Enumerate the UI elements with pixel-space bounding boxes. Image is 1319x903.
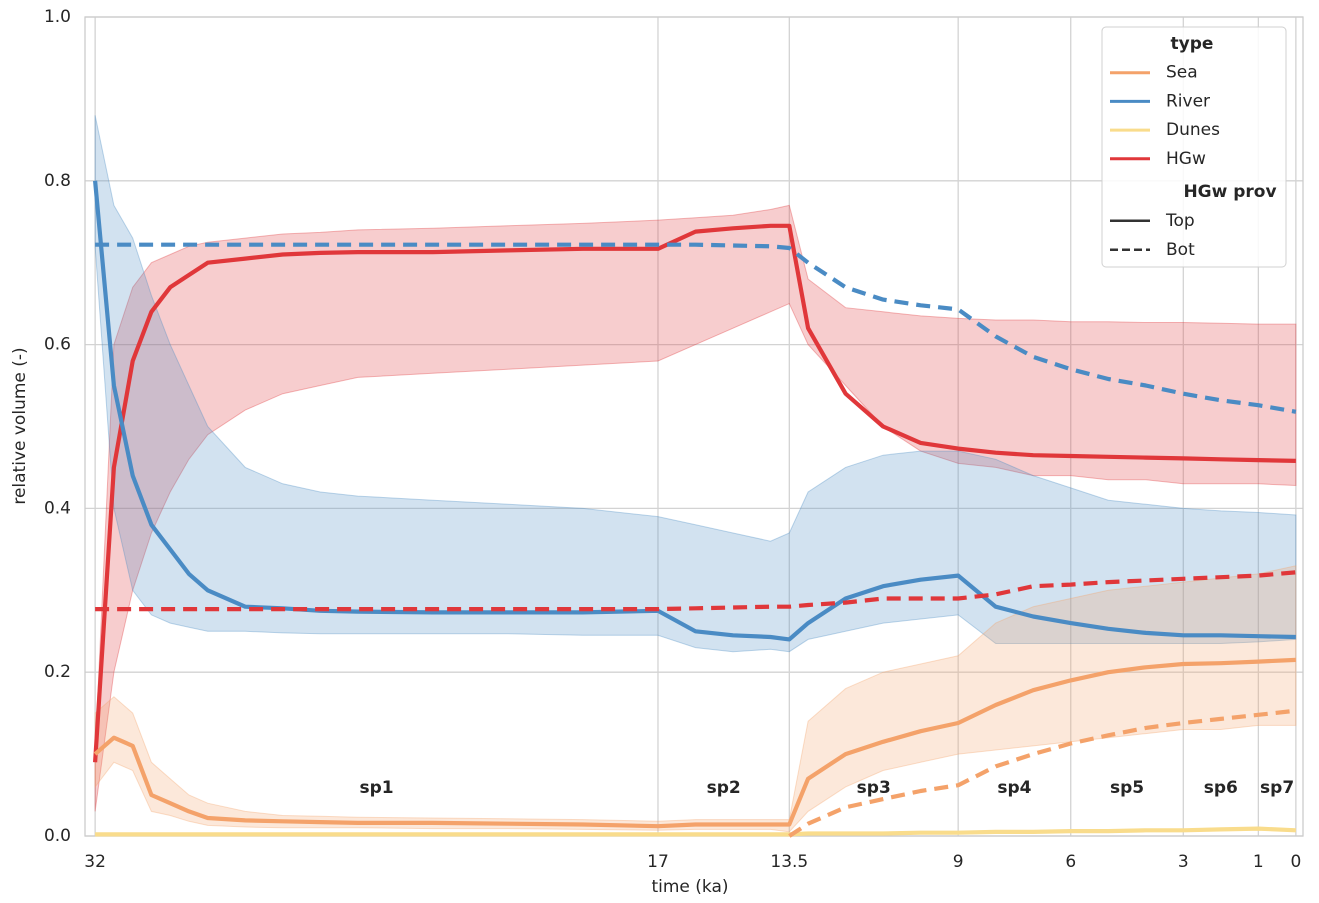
series-line [95, 826, 1296, 837]
x-tick-label: 0 [1290, 852, 1301, 872]
legend-label: Sea [1166, 63, 1198, 83]
y-tick-label: 0.2 [44, 662, 71, 682]
period-label: sp7 [1260, 778, 1294, 798]
series-line [93, 180, 1296, 642]
x-tick-label: 9 [953, 852, 964, 872]
legend: type Sea River Dunes HGw HGw prov Top Bot [1101, 26, 1287, 268]
x-tick-label: 6 [1065, 852, 1076, 872]
period-label: sp3 [857, 778, 891, 798]
y-tick-label: 1.0 [44, 7, 71, 27]
legend-label: Bot [1166, 240, 1195, 260]
x-tick-label: 3 [1178, 852, 1189, 872]
legend-label: Top [1165, 211, 1195, 231]
period-label: sp5 [1110, 778, 1144, 798]
period-label: sp4 [997, 778, 1031, 798]
x-tick-label: 17 [647, 852, 669, 872]
legend-title: HGw prov [1183, 182, 1276, 202]
y-tick-label: 0.4 [44, 498, 71, 518]
period-label: sp1 [359, 778, 393, 798]
confidence-band [94, 204, 1297, 812]
legend-label: River [1166, 91, 1210, 111]
x-tick-label: 32 [84, 852, 106, 872]
x-tick-label: 13.5 [770, 852, 808, 872]
period-label: sp2 [707, 778, 741, 798]
y-tick-label: 0.0 [44, 826, 71, 846]
legend-label: Dunes [1166, 120, 1220, 140]
legend-title: type [1171, 34, 1214, 54]
y-tick-label: 0.8 [44, 171, 71, 191]
series-line [95, 570, 1297, 612]
legend-label: HGw [1166, 149, 1206, 169]
series-line [95, 242, 1297, 414]
series-line [93, 223, 1296, 763]
y-tick-label: 0.6 [44, 335, 71, 355]
legend-box [1101, 26, 1287, 268]
period-label: sp6 [1204, 778, 1238, 798]
confidence-band [94, 115, 1297, 653]
series-line [788, 708, 1297, 838]
confidence-band [94, 565, 1297, 833]
series-line [93, 657, 1296, 829]
x-tick-label: 1 [1253, 852, 1264, 872]
x-axis-label: time (ka) [651, 877, 728, 897]
y-axis-label: relative volume (-) [10, 347, 30, 504]
